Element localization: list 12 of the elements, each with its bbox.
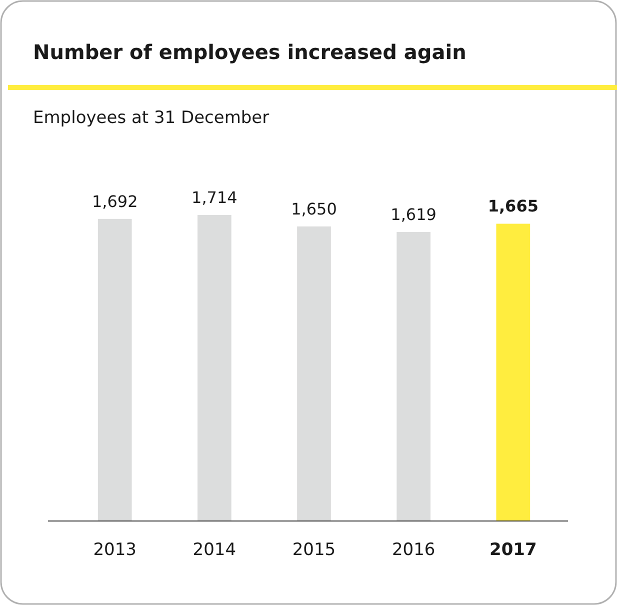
x-tick-label: 2014 [192,540,236,560]
chart-title: Number of employees increased again [33,40,466,64]
x-tick-label: 2017 [489,540,537,560]
chart-subtitle: Employees at 31 December [33,108,270,128]
data-label: 1,714 [192,188,238,207]
data-label: 1,650 [291,199,337,218]
data-label: 1,619 [390,204,436,224]
x-tick-label: 2013 [93,540,136,560]
x-tick-label: 2015 [292,540,336,560]
data-label: 1,665 [488,196,538,216]
data-label: 1,692 [92,192,138,211]
x-tick-label: 2016 [392,540,436,560]
